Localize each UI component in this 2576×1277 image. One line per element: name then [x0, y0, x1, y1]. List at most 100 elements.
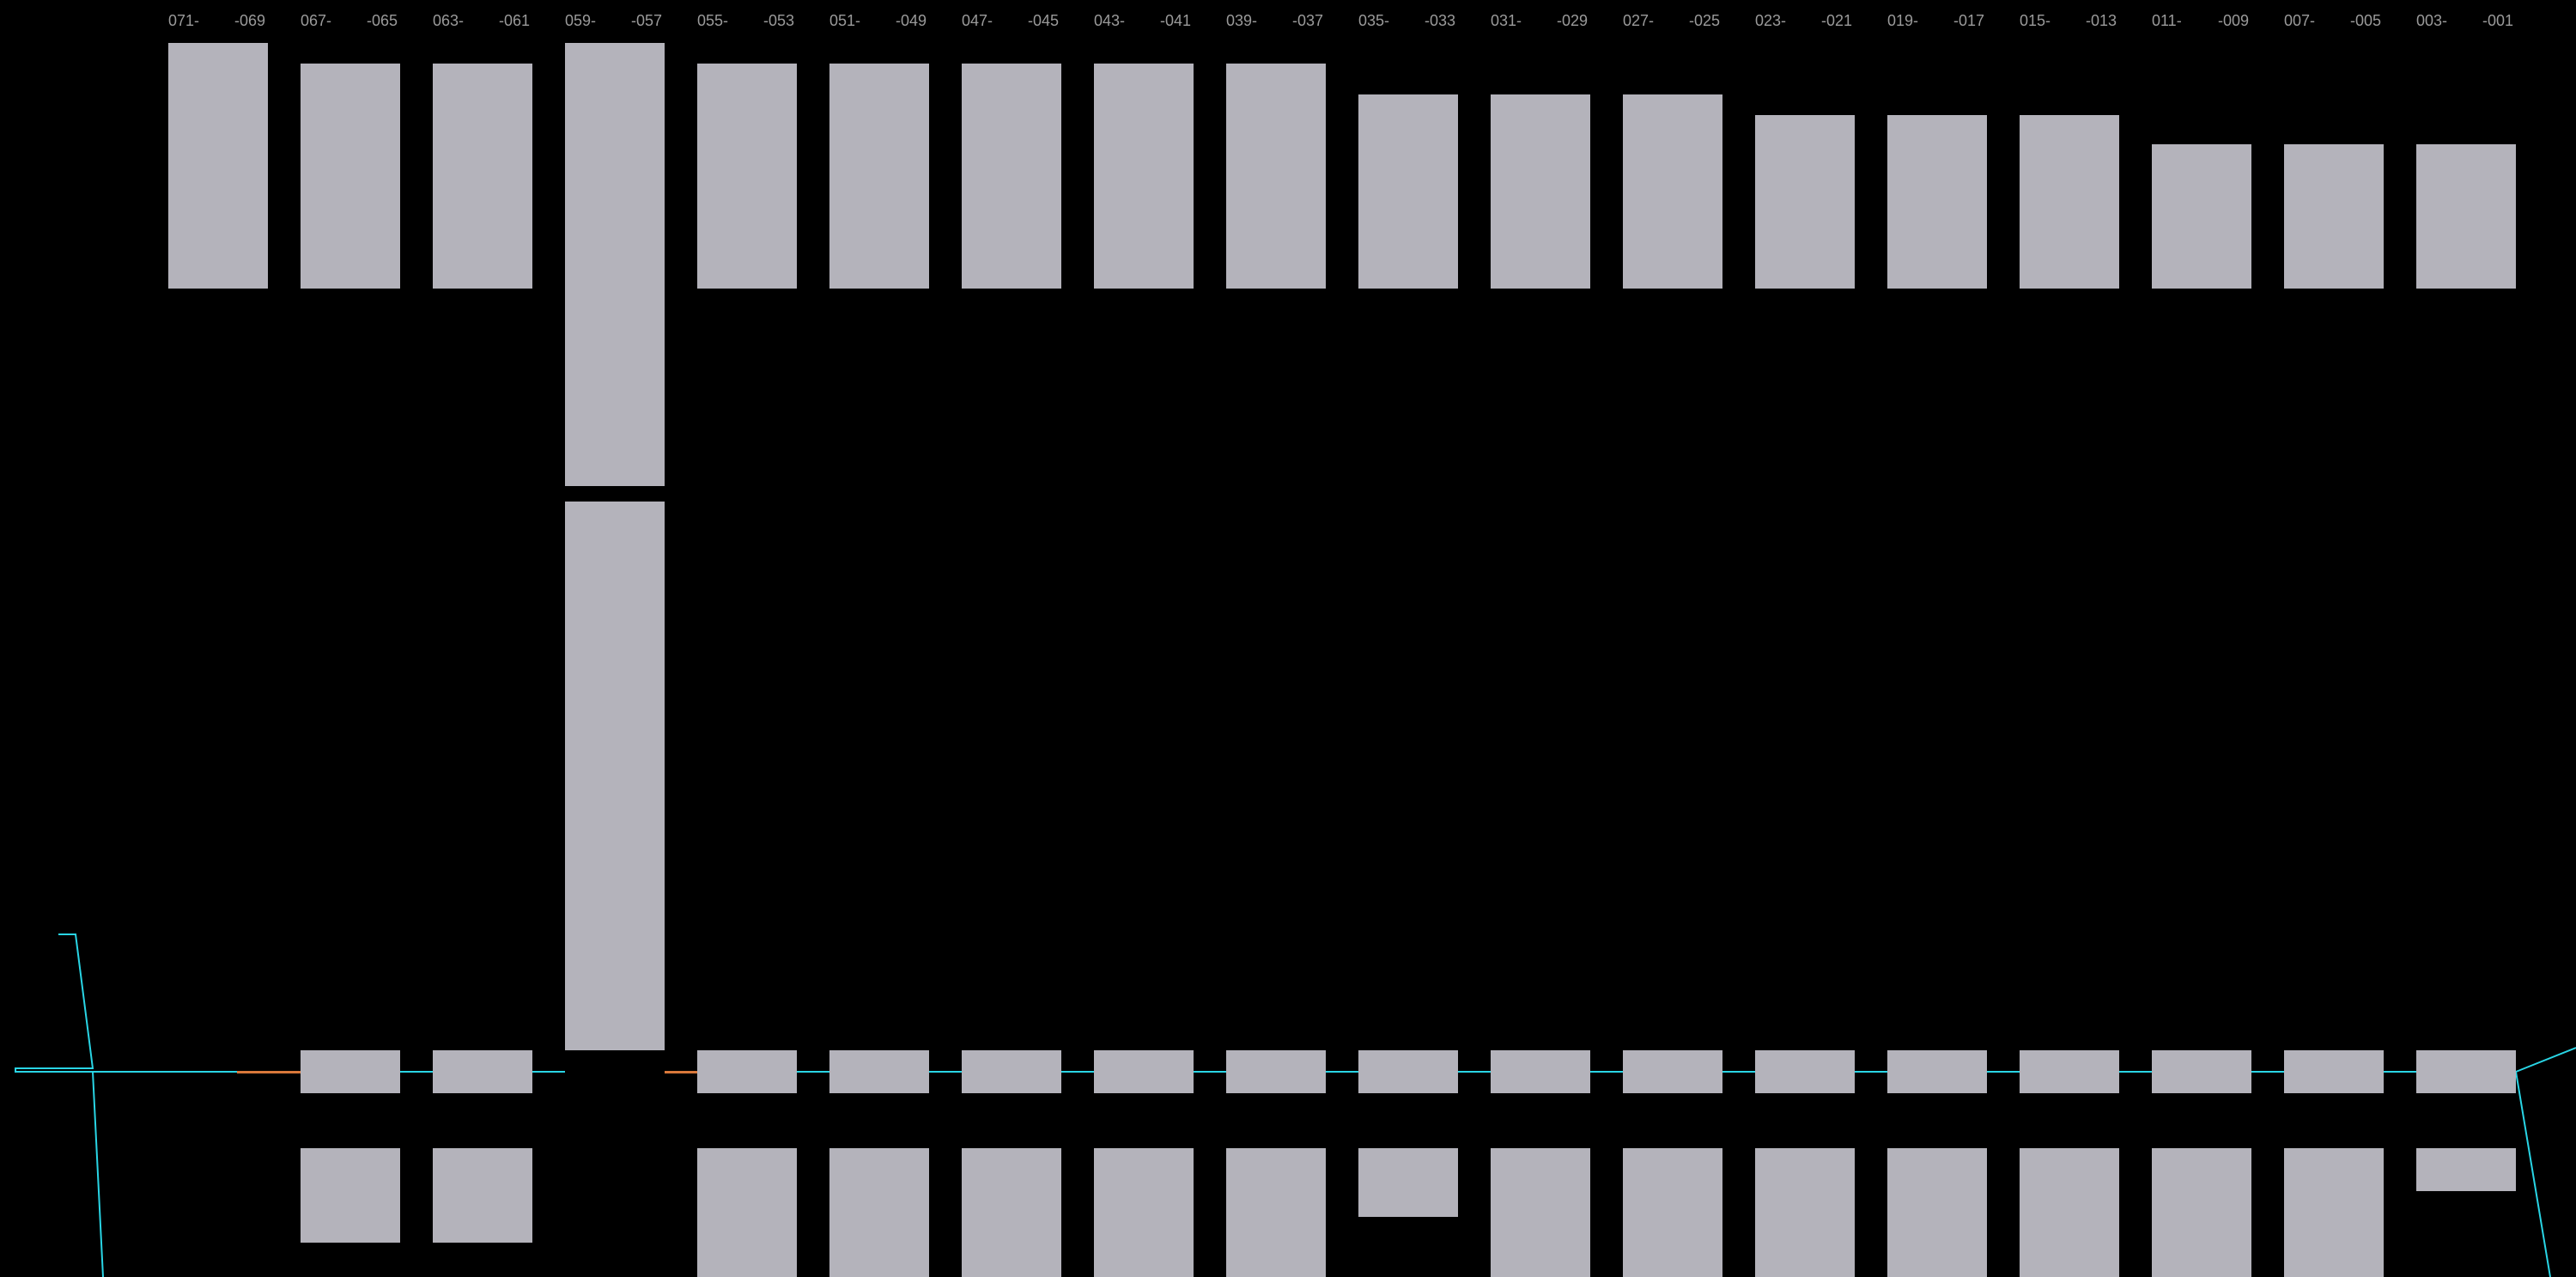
bay-block-top[interactable] — [1755, 115, 1855, 289]
bay-label: 063- — [433, 12, 464, 30]
bay-block-top[interactable] — [1094, 64, 1194, 289]
bay-label: -033 — [1425, 12, 1455, 30]
bay-block-deck[interactable] — [2152, 1050, 2251, 1093]
deck-line-segment — [1590, 1071, 1623, 1073]
bay-block-top[interactable] — [2152, 144, 2251, 289]
deck-line-segment — [1194, 1071, 1226, 1073]
bay-label: -025 — [1689, 12, 1720, 30]
bay-label: 035- — [1358, 12, 1389, 30]
bay-block-top[interactable] — [697, 64, 797, 289]
bay-block-hold[interactable] — [2152, 1148, 2251, 1277]
bay-block-deck[interactable] — [1755, 1050, 1855, 1093]
bay-label: 015- — [2020, 12, 2050, 30]
deck-line-segment — [1061, 1071, 1094, 1073]
bay-label: -009 — [2218, 12, 2249, 30]
bay-label: 047- — [962, 12, 993, 30]
bay-label: -065 — [367, 12, 398, 30]
bay-block-hold[interactable] — [1226, 1148, 1326, 1277]
bay-block-hold[interactable] — [2020, 1148, 2119, 1277]
bay-block-hold[interactable] — [697, 1148, 797, 1277]
bay-label: 055- — [697, 12, 728, 30]
bay-label: -053 — [763, 12, 794, 30]
bay-label: 071- — [168, 12, 199, 30]
bay-label: -029 — [1557, 12, 1588, 30]
bay-block-top[interactable] — [2284, 144, 2384, 289]
bay-block-hold[interactable] — [1887, 1148, 1987, 1277]
bay-block-hold[interactable] — [301, 1148, 400, 1243]
bay-label: -061 — [499, 12, 530, 30]
bay-label: 003- — [2416, 12, 2447, 30]
deck-line-segment — [665, 1071, 697, 1073]
bay-block-deck[interactable] — [433, 1050, 532, 1093]
bay-label: 031- — [1491, 12, 1522, 30]
ship-bay-profile-diagram: 071- -069 067- -065 063- -061 059- -057 055- -053… — [0, 0, 2576, 1277]
bay-block-hold[interactable] — [2416, 1148, 2516, 1191]
bay-block-top[interactable] — [1226, 64, 1326, 289]
bay-block-top[interactable] — [962, 64, 1061, 289]
bay-block-deck[interactable] — [1623, 1050, 1722, 1093]
deck-line-segment — [237, 1071, 301, 1073]
bay-label: 043- — [1094, 12, 1125, 30]
deck-line-segment — [1722, 1071, 1755, 1073]
bay-label: -049 — [896, 12, 927, 30]
bay-label: -021 — [1821, 12, 1852, 30]
bay-block-deck[interactable] — [1094, 1050, 1194, 1093]
bay-label: -013 — [2086, 12, 2117, 30]
bay-block-hold[interactable] — [1491, 1148, 1590, 1277]
bay-block-deck[interactable] — [829, 1050, 929, 1093]
bay-label: 007- — [2284, 12, 2315, 30]
deck-line-segment — [1855, 1071, 1887, 1073]
bay-block-tower[interactable] — [565, 502, 665, 1050]
bay-label: 023- — [1755, 12, 1786, 30]
bay-block-top[interactable] — [565, 43, 665, 486]
bay-label: -005 — [2350, 12, 2381, 30]
bay-label: -069 — [234, 12, 265, 30]
bay-block-hold[interactable] — [829, 1148, 929, 1277]
bay-block-top[interactable] — [2020, 115, 2119, 289]
bay-block-deck[interactable] — [1491, 1050, 1590, 1093]
bay-block-deck[interactable] — [962, 1050, 1061, 1093]
bay-block-top[interactable] — [829, 64, 929, 289]
bay-block-hold[interactable] — [433, 1148, 532, 1243]
bay-block-deck[interactable] — [1358, 1050, 1458, 1093]
bay-label: -037 — [1292, 12, 1323, 30]
bay-block-top[interactable] — [301, 64, 400, 289]
bay-block-deck[interactable] — [301, 1050, 400, 1093]
bay-block-top[interactable] — [1358, 94, 1458, 289]
bay-label: 059- — [565, 12, 596, 30]
bay-block-deck[interactable] — [697, 1050, 797, 1093]
bay-block-top[interactable] — [1623, 94, 1722, 289]
deck-line-segment — [1987, 1071, 2020, 1073]
bay-label: -057 — [631, 12, 662, 30]
bay-block-hold[interactable] — [962, 1148, 1061, 1277]
deck-line-segment — [2384, 1071, 2416, 1073]
bay-label: 051- — [829, 12, 860, 30]
bay-block-hold[interactable] — [2284, 1148, 2384, 1277]
bay-label: 067- — [301, 12, 331, 30]
bay-block-deck[interactable] — [1226, 1050, 1326, 1093]
deck-line-segment — [2251, 1071, 2284, 1073]
bay-block-top[interactable] — [2416, 144, 2516, 289]
deck-line-segment — [797, 1071, 829, 1073]
bay-label: -041 — [1160, 12, 1191, 30]
bay-block-top[interactable] — [1887, 115, 1987, 289]
bay-block-hold[interactable] — [1623, 1148, 1722, 1277]
bay-block-top[interactable] — [433, 64, 532, 289]
bay-label: -001 — [2482, 12, 2513, 30]
bay-block-deck[interactable] — [2416, 1050, 2516, 1093]
bay-label: 019- — [1887, 12, 1918, 30]
bay-block-deck[interactable] — [2020, 1050, 2119, 1093]
deck-line-segment — [400, 1071, 433, 1073]
bay-block-hold[interactable] — [1358, 1148, 1458, 1217]
bay-block-hold[interactable] — [1094, 1148, 1194, 1277]
bay-block-deck[interactable] — [1887, 1050, 1987, 1093]
bay-label: 011- — [2152, 12, 2182, 30]
bay-block-deck[interactable] — [2284, 1050, 2384, 1093]
deck-line-segment — [2119, 1071, 2152, 1073]
bay-block-top[interactable] — [168, 43, 268, 289]
deck-line-segment — [532, 1071, 565, 1073]
bay-label: -045 — [1028, 12, 1059, 30]
bay-block-top[interactable] — [1491, 94, 1590, 289]
deck-line-segment — [1458, 1071, 1491, 1073]
bay-block-hold[interactable] — [1755, 1148, 1855, 1277]
